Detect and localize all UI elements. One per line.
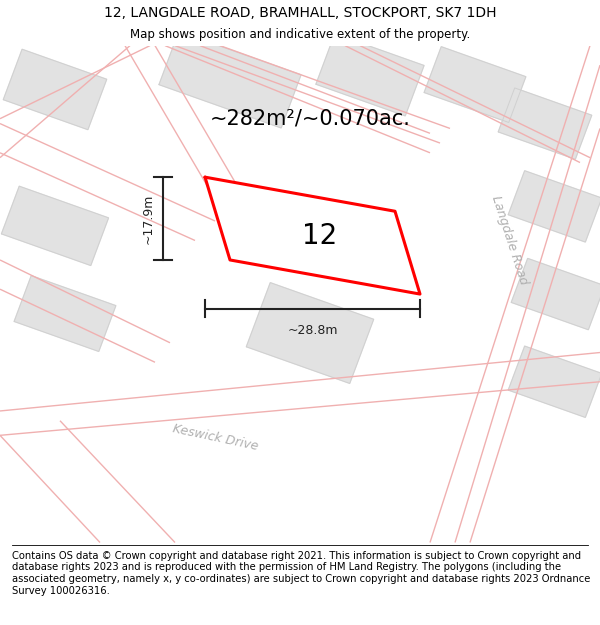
Text: 12: 12	[302, 222, 338, 249]
Text: 12, LANGDALE ROAD, BRAMHALL, STOCKPORT, SK7 1DH: 12, LANGDALE ROAD, BRAMHALL, STOCKPORT, …	[104, 6, 496, 20]
Polygon shape	[508, 171, 600, 242]
Polygon shape	[205, 177, 420, 294]
Polygon shape	[508, 346, 600, 418]
Text: Contains OS data © Crown copyright and database right 2021. This information is : Contains OS data © Crown copyright and d…	[12, 551, 590, 596]
Text: ~28.8m: ~28.8m	[287, 324, 338, 338]
Text: Map shows position and indicative extent of the property.: Map shows position and indicative extent…	[130, 28, 470, 41]
Polygon shape	[498, 88, 592, 159]
Text: Keswick Drive: Keswick Drive	[171, 422, 259, 452]
Text: ~282m²/~0.070ac.: ~282m²/~0.070ac.	[209, 109, 410, 129]
Polygon shape	[511, 258, 600, 330]
Text: Langdale Road: Langdale Road	[490, 194, 530, 287]
Polygon shape	[424, 47, 526, 122]
Polygon shape	[14, 276, 116, 351]
Polygon shape	[316, 34, 424, 116]
Polygon shape	[159, 31, 301, 128]
Polygon shape	[1, 186, 109, 266]
Polygon shape	[4, 49, 107, 129]
Text: ~17.9m: ~17.9m	[142, 193, 155, 244]
Polygon shape	[247, 282, 374, 383]
